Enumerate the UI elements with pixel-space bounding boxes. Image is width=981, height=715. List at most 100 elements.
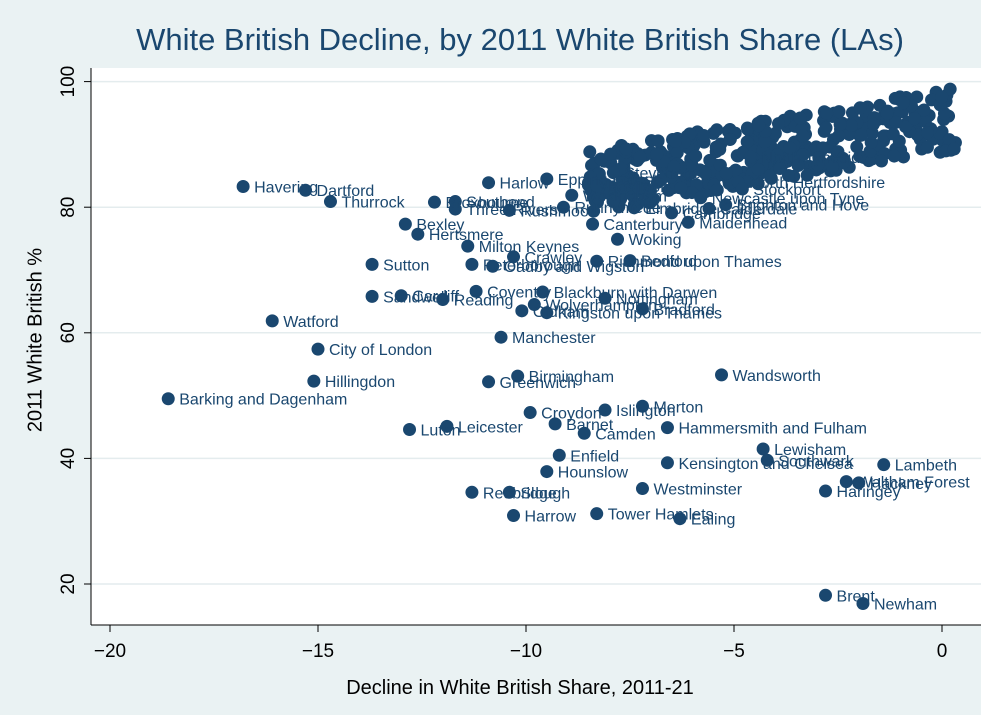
cluster-point [943, 82, 957, 96]
data-point [436, 293, 450, 307]
data-point [161, 392, 175, 406]
data-point [540, 465, 554, 479]
point-label: Greenwich [500, 375, 576, 392]
cluster-point [698, 166, 712, 180]
cluster-point [674, 181, 688, 195]
point-label: Manchester [512, 330, 596, 347]
point-label: Hertsmere [429, 227, 504, 244]
point-label: Oadby and Wigston [504, 259, 645, 276]
cluster-point [921, 126, 935, 140]
cluster-point [713, 142, 727, 156]
chart-title: White British Decline, by 2011 White Bri… [136, 22, 904, 57]
data-point [394, 289, 408, 303]
point-label: Dartford [317, 183, 375, 200]
point-label: Havering [254, 179, 318, 196]
point-label: Crawley [525, 250, 583, 267]
data-point [507, 509, 521, 523]
data-point [448, 202, 462, 216]
data-point [365, 289, 379, 303]
cluster-point [820, 106, 834, 120]
cluster-point [844, 118, 858, 132]
dense-cluster [581, 82, 962, 218]
point-label: Lambeth [895, 458, 957, 475]
point-label: Westminster [653, 482, 742, 499]
data-point [606, 166, 620, 180]
cluster-point [920, 140, 934, 154]
point-label: Wokingham [583, 188, 667, 205]
x-tick-label: −10 [510, 641, 542, 662]
cluster-point [650, 147, 664, 161]
data-point [536, 285, 550, 299]
point-label: Hammersmith and Fulham [678, 421, 867, 438]
data-point [586, 217, 600, 231]
y-tick-label: 100 [58, 66, 79, 98]
cluster-point [617, 180, 631, 194]
data-point [365, 257, 379, 271]
cluster-point [670, 146, 684, 160]
data-point [502, 203, 516, 217]
y-tick-label: 80 [58, 197, 79, 218]
cluster-point [723, 133, 737, 147]
data-point [839, 475, 853, 489]
cluster-point [763, 169, 777, 183]
point-label: Cambridge [683, 206, 761, 223]
point-label: Reading [454, 293, 514, 310]
cluster-point [832, 105, 846, 119]
point-label: Barnet [566, 417, 614, 434]
point-label: Stockport [753, 182, 821, 199]
data-point [611, 232, 625, 246]
data-point [465, 485, 479, 499]
point-label: Hounslow [558, 465, 629, 482]
cluster-point [752, 119, 766, 133]
cluster-point [654, 173, 668, 187]
cluster-point [651, 134, 665, 148]
cluster-point [740, 121, 754, 135]
data-point [494, 330, 508, 344]
point-label: Lewisham [774, 442, 846, 459]
point-label: Haringey [837, 484, 901, 501]
cluster-point [935, 90, 949, 104]
cluster-point [854, 128, 868, 142]
data-point [565, 188, 579, 202]
point-label: Peterborough [483, 257, 580, 274]
x-tick-label: 0 [937, 641, 948, 662]
data-point [635, 399, 649, 413]
data-point [702, 201, 716, 215]
data-point [323, 195, 337, 209]
point-label: Rushmoor [520, 203, 594, 220]
cluster-point [917, 103, 931, 117]
cluster-point [887, 149, 901, 163]
cluster-point [837, 155, 851, 169]
point-label: Calderdale [720, 201, 797, 218]
data-point [311, 342, 325, 356]
data-point [635, 482, 649, 496]
point-label: Basildon [608, 179, 669, 196]
data-point [735, 182, 749, 196]
point-label: Southend [466, 195, 535, 212]
point-label: Wandsworth [733, 368, 821, 385]
point-label: Wolverhampton [545, 298, 657, 315]
point-label: Redbridge [483, 485, 557, 502]
data-point [307, 374, 321, 388]
point-label: Bedford [641, 254, 697, 271]
cluster-point [668, 134, 682, 148]
data-point [660, 421, 674, 435]
data-point [482, 176, 496, 190]
data-point [507, 250, 521, 264]
data-point [760, 453, 774, 467]
point-label: Hillingdon [325, 374, 395, 391]
x-tick-label: −20 [94, 641, 126, 662]
data-point [715, 368, 729, 382]
data-point [527, 298, 541, 312]
cluster-point [604, 147, 618, 161]
point-label: Harlow [500, 176, 550, 193]
cluster-point [896, 96, 910, 110]
data-point [590, 507, 604, 521]
point-label: Sutton [383, 257, 429, 274]
cluster-point [583, 145, 597, 159]
point-label: Richmond upon Thames [608, 254, 782, 271]
cluster-point [583, 170, 597, 184]
cluster-point [689, 149, 703, 163]
point-label: Hackney [870, 476, 932, 493]
data-point [744, 150, 758, 164]
